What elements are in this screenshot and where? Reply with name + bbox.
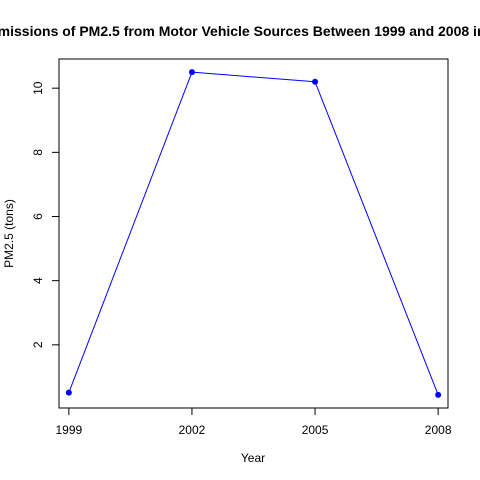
- data-point: [312, 78, 319, 85]
- y-tick-label: 6: [31, 213, 45, 220]
- x-tick-label: 2008: [425, 423, 452, 437]
- y-tick-label: 2: [31, 341, 45, 348]
- y-axis-label: PM2.5 (tons): [2, 199, 16, 268]
- series-line-segment: [314, 81, 439, 396]
- series-pm25: [65, 69, 442, 398]
- chart-title: Total Emissions of PM2.5 from Motor Vehi…: [0, 23, 480, 39]
- x-tick-label: 1999: [55, 423, 82, 437]
- y-tick-label: 10: [31, 81, 45, 95]
- series-line-segment: [191, 71, 316, 83]
- x-axis: 1999 2002 2005 2008: [55, 407, 452, 437]
- data-point: [435, 391, 442, 398]
- y-tick-label: 8: [31, 149, 45, 156]
- data-point: [65, 389, 72, 396]
- y-axis: 2 4 6 8 10: [31, 81, 60, 348]
- y-tick-label: 4: [31, 277, 45, 284]
- x-axis-label: Year: [241, 451, 265, 465]
- x-tick-label: 2005: [302, 423, 329, 437]
- x-tick-label: 2002: [179, 423, 206, 437]
- series-line-segment: [68, 71, 193, 393]
- data-point: [188, 69, 195, 76]
